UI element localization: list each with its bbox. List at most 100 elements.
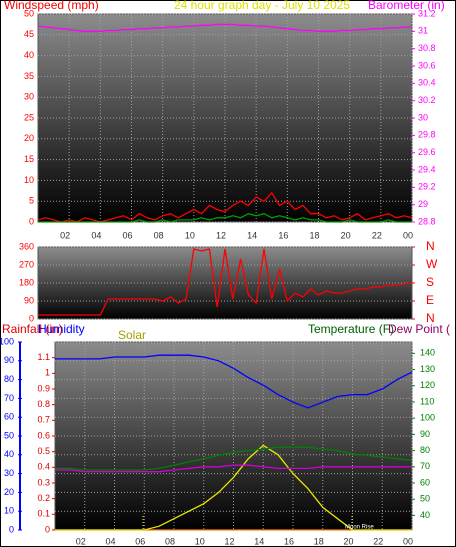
x-tick-label: 08 [165,536,175,546]
y2-tick-label: 70 [420,461,430,471]
x-tick-label: 20 [341,230,351,240]
legend-label: Rainfall (in) [2,322,63,336]
y2-tick-label: 140 [420,348,435,358]
series-line [37,23,412,32]
x-tick-label: 12 [216,230,226,240]
y2-tick-label: 29.8 [418,130,436,140]
chart-title: 24 hour graph day - July 10 2025 [174,0,350,12]
y2-tick-label: 30.6 [418,60,436,70]
y-tick-label: 50 [4,430,14,440]
y-tick-label: 20 [4,487,14,497]
y2-tick-label: 30.8 [418,43,436,53]
y-tick-label: 0 [29,216,34,226]
x-tick-label: 02 [60,230,70,240]
y-tick-label: 0 [9,524,14,534]
x-tick-label: 00 [403,230,413,240]
y3-tick-label: 0 [45,524,50,534]
x-tick-label: 16 [284,536,294,546]
y-tick-label: 5 [29,196,34,206]
y3-tick-label: 0.4 [37,462,50,472]
y-tick-label: 50 [24,8,34,18]
y2-tick-label: 100 [420,413,435,423]
y-tick-label: 360 [19,241,34,251]
x-tick-label: 06 [122,230,132,240]
y2-tick-label: 80 [420,445,430,455]
y2-tick-label: 29.2 [418,182,436,192]
y-tick-label: 35 [24,71,34,81]
y3-tick-label: 0.7 [37,415,50,425]
y2-tick-label: 40 [420,510,430,520]
legend-label: Temperature (F) [308,322,394,336]
y2-tick-label: N [426,239,435,253]
series-line [55,446,413,471]
y2-tick-label: 130 [420,364,435,374]
y3-tick-label: 0.3 [37,477,50,487]
x-tick-label: 14 [247,230,257,240]
y2-tick-label: 110 [420,396,434,406]
y2-tick-label: 29.4 [418,164,436,174]
y-tick-label: 30 [24,92,34,102]
y3-tick-label: 1 [45,368,50,378]
y3-tick-label: 0.9 [37,383,50,393]
y2-tick-label: 30.2 [418,95,436,105]
y2-tick-label: 30.4 [418,78,436,88]
y-tick-label: 40 [24,50,34,60]
y-tick-label: 25 [24,112,34,122]
x-tick-label: 02 [76,536,86,546]
series-line [38,248,413,316]
y-tick-label: 40 [4,449,14,459]
series-line [55,444,412,531]
x-tick-label: 20 [343,536,353,546]
y2-tick-label: 30 [418,112,428,122]
y2-tick-label: 120 [420,380,435,390]
series-line [55,464,412,473]
y3-tick-label: 0.5 [37,446,50,456]
y-tick-label: 70 [4,393,14,403]
y-axis-label: Windspeed (mph) [4,0,99,12]
x-tick-label: 18 [309,230,319,240]
y-tick-label: 15 [24,154,34,164]
y2-tick-label: 31.2 [418,8,436,18]
y-tick-label: 90 [24,295,34,305]
y-tick-label: 90 [4,355,14,365]
x-tick-label: 10 [185,230,195,240]
legend-label: Solar [118,328,146,342]
y2-tick-label: 60 [420,477,430,487]
y3-tick-label: 0.1 [37,509,50,519]
y2-tick-label: 28.8 [418,216,436,226]
x-tick-label: 08 [154,230,164,240]
y-tick-label: 180 [19,277,34,287]
legend-label: Humidity [38,322,85,336]
y3-tick-label: 1.1 [37,352,50,362]
y-tick-label: 10 [4,506,14,516]
y-tick-label: 60 [4,412,14,422]
y-tick-label: 10 [24,175,34,185]
legend-label: Dew Point ( [388,322,450,336]
y2-tick-label: S [426,275,434,289]
plots: 0510152025303540455028.82929.229.429.629… [0,8,438,546]
y-tick-label: 20 [24,133,34,143]
y-tick-label: 80 [4,374,14,384]
y-tick-label: 0 [29,313,34,323]
y2-tick-label: W [426,257,438,271]
y3-tick-label: 0.8 [37,399,50,409]
x-tick-label: 10 [195,536,205,546]
y2-tick-label: 29.6 [418,147,436,157]
y2-tick-label: E [426,293,434,307]
y2-tick-label: 90 [420,429,430,439]
series-line [38,213,412,223]
y2-tick-label: 31 [418,26,428,36]
y-tick-label: 45 [24,29,34,39]
x-tick-label: 18 [314,536,324,546]
y2-axis-label: Barometer (in) [368,0,445,12]
x-tick-label: 06 [135,536,145,546]
x-tick-label: 00 [403,536,413,546]
y2-tick-label: N [426,311,435,325]
y3-tick-label: 0.6 [37,430,50,440]
y3-tick-label: 0.2 [37,493,50,503]
x-tick-label: 14 [254,536,264,546]
y-tick-label: 100 [0,336,14,346]
